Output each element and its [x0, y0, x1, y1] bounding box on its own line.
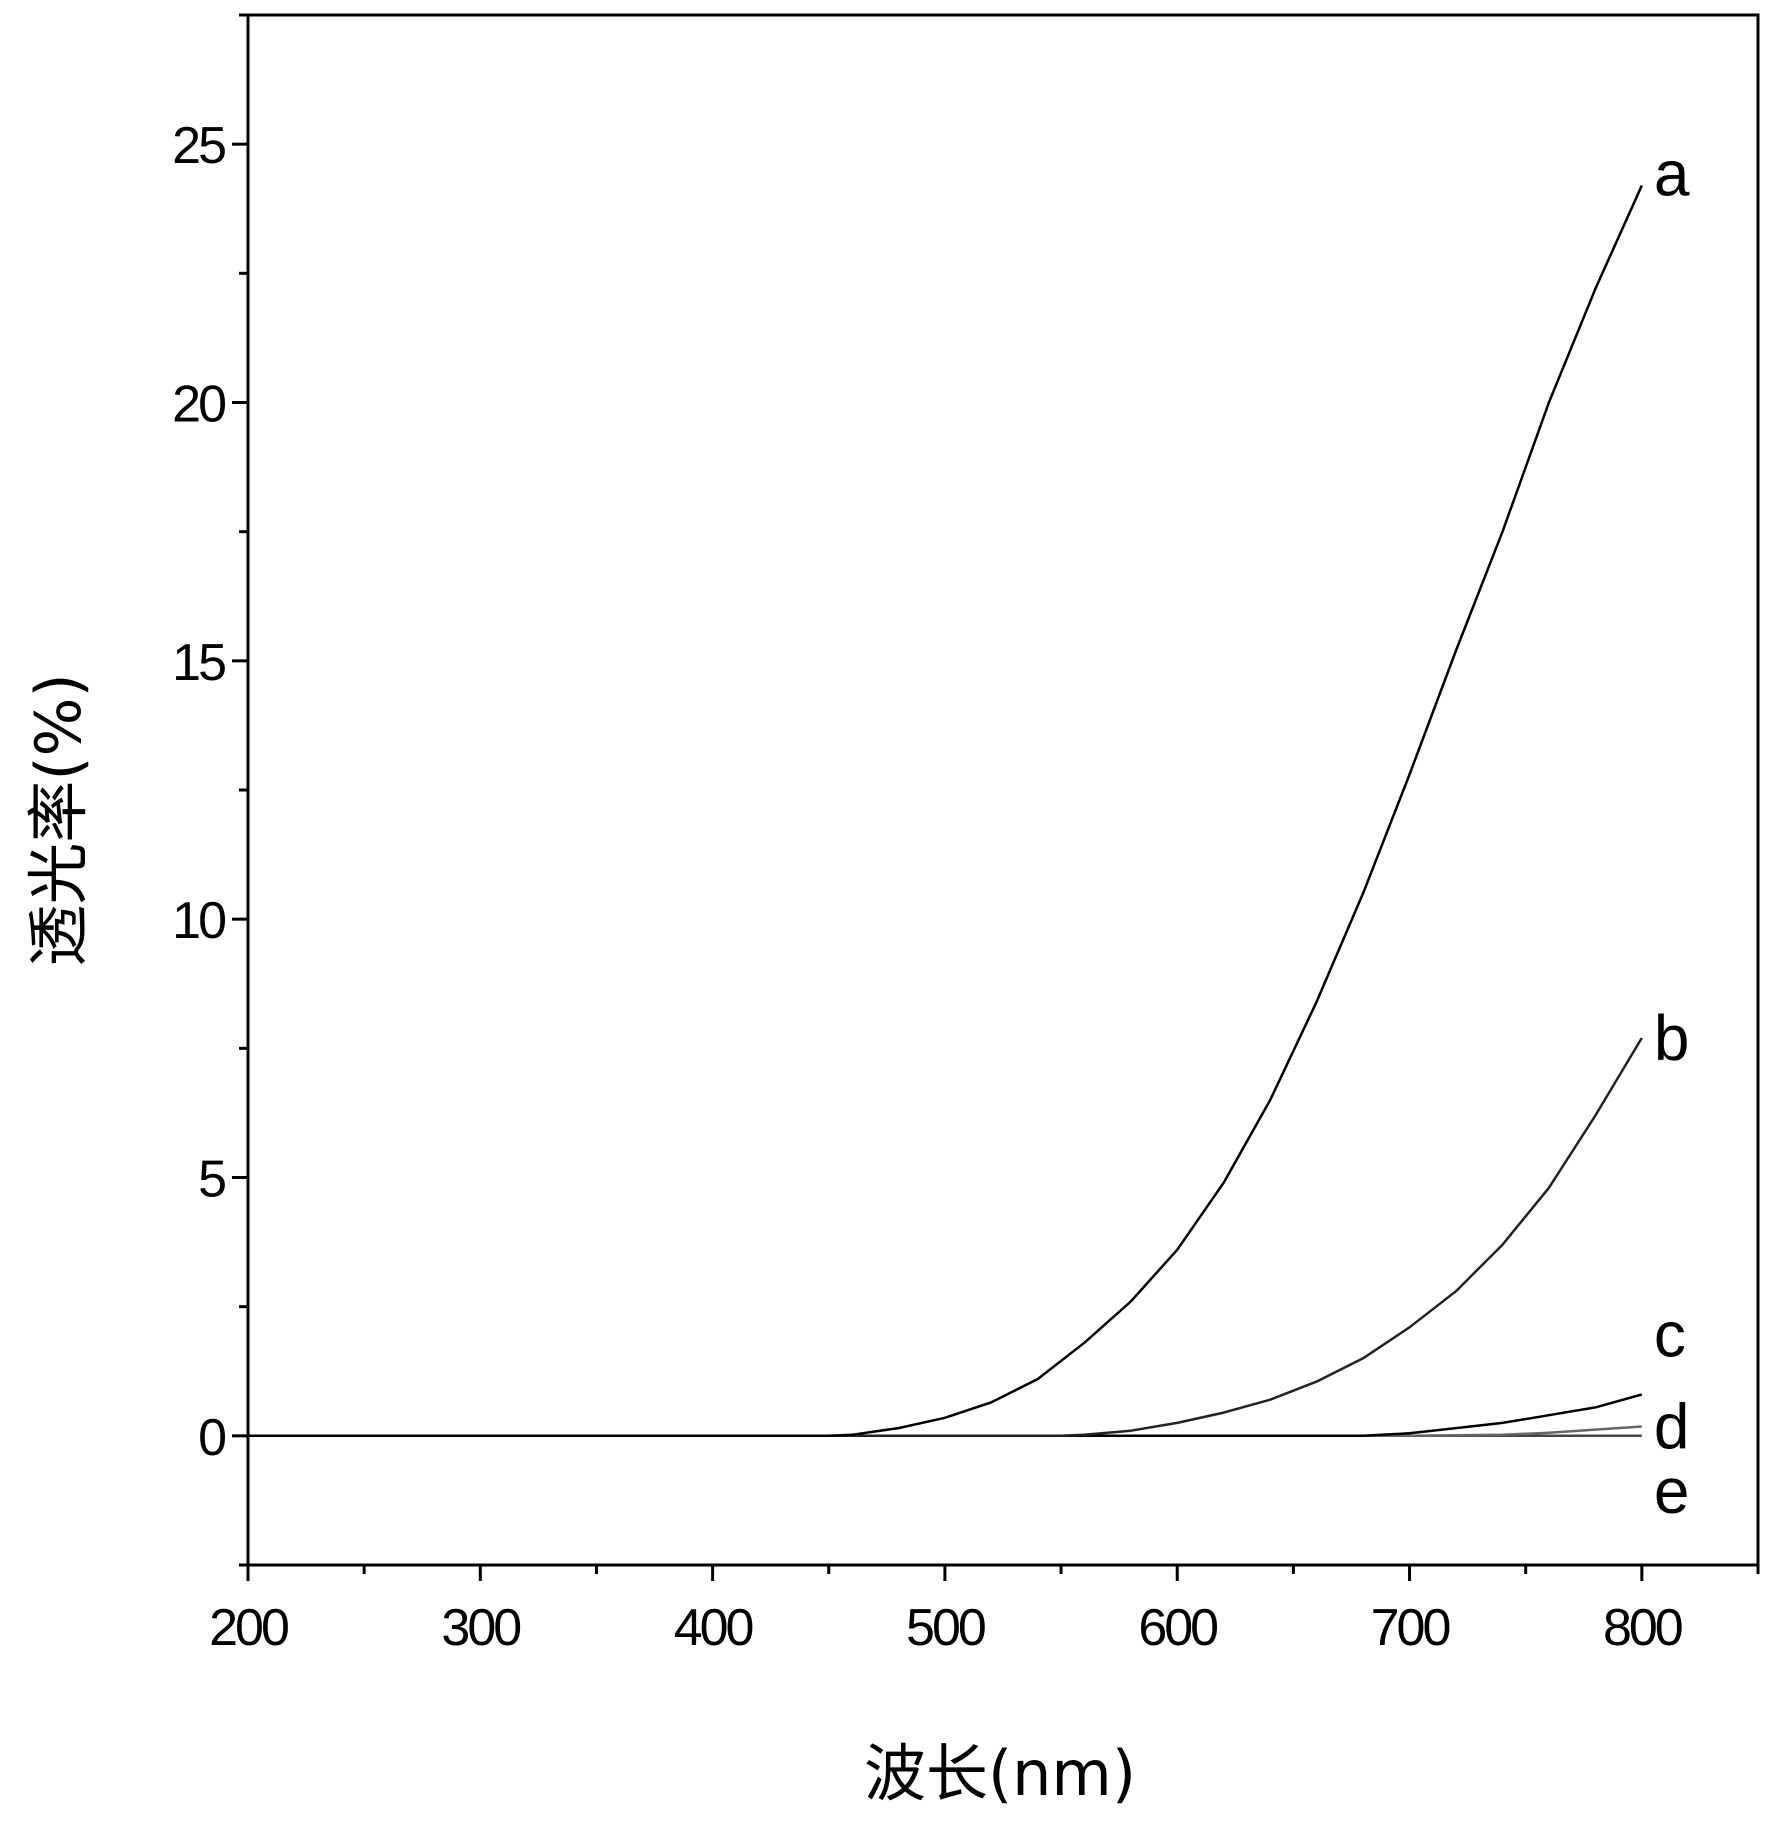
series-lines [248, 186, 1642, 1436]
x-tick-label: 700 [1371, 1599, 1450, 1657]
x-tick-label: 400 [674, 1599, 753, 1657]
x-tick-label: 600 [1138, 1599, 1217, 1657]
y-tick-labels: 0 5 10 15 20 25 [172, 117, 225, 1467]
y-tick-label: 10 [172, 892, 225, 950]
x-tick-label: 500 [906, 1599, 985, 1657]
x-tick-label: 800 [1603, 1599, 1682, 1657]
series-labels: a b cde [1654, 138, 1690, 1527]
x-tick-label: 200 [209, 1599, 288, 1657]
y-tick-label: 15 [172, 634, 225, 692]
major-ticks [232, 144, 1642, 1581]
series-label-d: d [1654, 1391, 1690, 1463]
y-axis-title: 透光率(%) [22, 673, 95, 966]
y-tick-label: 20 [172, 376, 225, 434]
series-label-e: e [1654, 1455, 1690, 1527]
minor-ticks [239, 15, 1758, 1574]
series-label-a: a [1654, 138, 1690, 210]
plot-frame [248, 15, 1758, 1565]
series-line-a [248, 186, 1642, 1436]
series-label-b: b [1654, 1002, 1690, 1074]
y-tick-label: 5 [198, 1151, 225, 1209]
x-axis-title: 波长(nm) [864, 1737, 1136, 1810]
y-tick-label: 25 [172, 117, 225, 175]
series-line-c [248, 1395, 1642, 1436]
y-tick-label: 0 [198, 1409, 225, 1467]
x-tick-label: 300 [441, 1599, 520, 1657]
series-label-c: c [1654, 1299, 1686, 1371]
series-line-b [248, 1038, 1642, 1436]
x-tick-labels: 200 300 400 500 600 700 800 [209, 1599, 1682, 1657]
